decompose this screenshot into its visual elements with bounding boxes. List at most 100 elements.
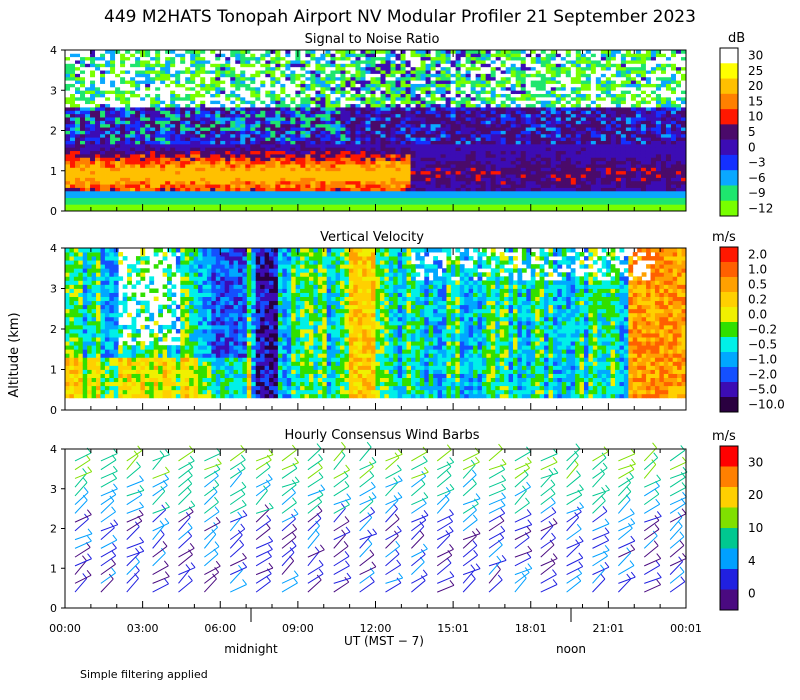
snr-cell — [525, 147, 532, 152]
snr-cell — [535, 184, 542, 188]
snr-cell — [165, 113, 171, 118]
snr-cell — [345, 147, 351, 152]
snr-cell — [155, 147, 161, 152]
snr-cell — [325, 110, 331, 115]
snr-cell — [370, 204, 376, 209]
snr-cell — [180, 137, 186, 141]
snr-cell — [460, 204, 467, 209]
snr-cell — [95, 66, 101, 71]
snr-cell — [390, 140, 396, 145]
snr-cell — [380, 170, 386, 175]
snr-cell — [85, 70, 91, 74]
snr-cell — [270, 107, 276, 111]
snr-cell — [310, 93, 316, 98]
snr-cell — [470, 56, 477, 61]
snr-cell — [450, 56, 457, 61]
snr-cell — [335, 73, 341, 78]
snr-cell — [225, 180, 231, 185]
snr-cell — [165, 207, 171, 212]
snr-cell — [560, 194, 567, 198]
snr-cell — [390, 194, 396, 198]
snr-cell — [150, 53, 156, 58]
snr-cell — [540, 137, 547, 141]
snr-cell — [455, 63, 462, 68]
snr-cell — [120, 194, 126, 198]
snr-cell — [365, 80, 371, 84]
snr-cell — [455, 56, 462, 61]
snr-cell — [420, 194, 426, 198]
snr-cell — [215, 80, 221, 84]
snr-cell — [580, 167, 587, 172]
snr-cell — [120, 86, 126, 91]
snr-cell — [470, 113, 477, 118]
snr-cell — [355, 174, 361, 178]
snr-cell — [405, 177, 411, 182]
snr-cell — [65, 130, 71, 135]
snr-cell — [440, 50, 447, 54]
snr-cell — [140, 93, 146, 98]
snr-cell — [335, 117, 341, 121]
snr-cell — [395, 177, 401, 182]
snr-cell — [110, 76, 116, 81]
snr-cell — [120, 100, 126, 105]
snr-cell — [290, 143, 296, 148]
snr-cell — [475, 93, 482, 98]
snr-cell — [320, 143, 326, 148]
snr-cell — [80, 150, 86, 155]
snr-cell — [450, 117, 457, 121]
snr-cell — [210, 120, 216, 125]
snr-cell — [465, 100, 472, 105]
snr-cell — [510, 153, 517, 158]
snr-cell — [560, 204, 567, 209]
snr-cell — [495, 177, 502, 182]
snr-cell — [315, 107, 321, 111]
snr-cell — [515, 56, 522, 61]
snr-cell — [290, 70, 296, 74]
snr-cell — [575, 177, 582, 182]
snr-cell — [215, 50, 221, 54]
snr-cell — [185, 110, 191, 115]
snr-cell — [220, 133, 226, 138]
snr-cell — [65, 170, 71, 175]
snr-cell — [205, 86, 211, 91]
snr-cell — [530, 103, 537, 108]
snr-cell — [370, 153, 376, 158]
snr-cell — [525, 153, 532, 158]
snr-cell — [535, 123, 542, 128]
snr-cell — [100, 200, 106, 205]
snr-cell — [270, 93, 276, 98]
snr-cell — [200, 204, 206, 209]
snr-cell — [390, 160, 396, 165]
snr-cell — [320, 96, 326, 101]
snr-cell — [80, 123, 86, 128]
snr-cell — [525, 137, 532, 141]
snr-cell — [475, 207, 482, 212]
snr-cell — [415, 53, 421, 58]
snr-cell — [160, 180, 166, 185]
snr-cell — [490, 76, 497, 81]
snr-cell — [70, 143, 76, 148]
snr-cell — [155, 50, 161, 54]
snr-cell — [180, 120, 186, 125]
snr-cell — [65, 120, 71, 125]
snr-cell — [155, 117, 161, 121]
snr-cell — [560, 66, 567, 71]
snr-cell — [445, 96, 452, 101]
snr-cell — [440, 174, 447, 178]
snr-cell — [560, 80, 567, 84]
snr-cell — [545, 153, 552, 158]
snr-cell — [225, 137, 231, 141]
snr-cell — [425, 207, 431, 212]
snr-cell — [245, 56, 251, 61]
snr-cell — [295, 86, 301, 91]
snr-cell — [205, 110, 211, 115]
snr-cell — [435, 207, 442, 212]
snr-cell — [270, 147, 276, 152]
snr-cell — [570, 140, 577, 145]
snr-cell — [105, 194, 111, 198]
snr-cell — [325, 147, 331, 152]
snr-cell — [75, 200, 81, 205]
snr-cell — [370, 174, 376, 178]
snr-cell — [500, 174, 507, 178]
snr-cell — [265, 164, 271, 168]
